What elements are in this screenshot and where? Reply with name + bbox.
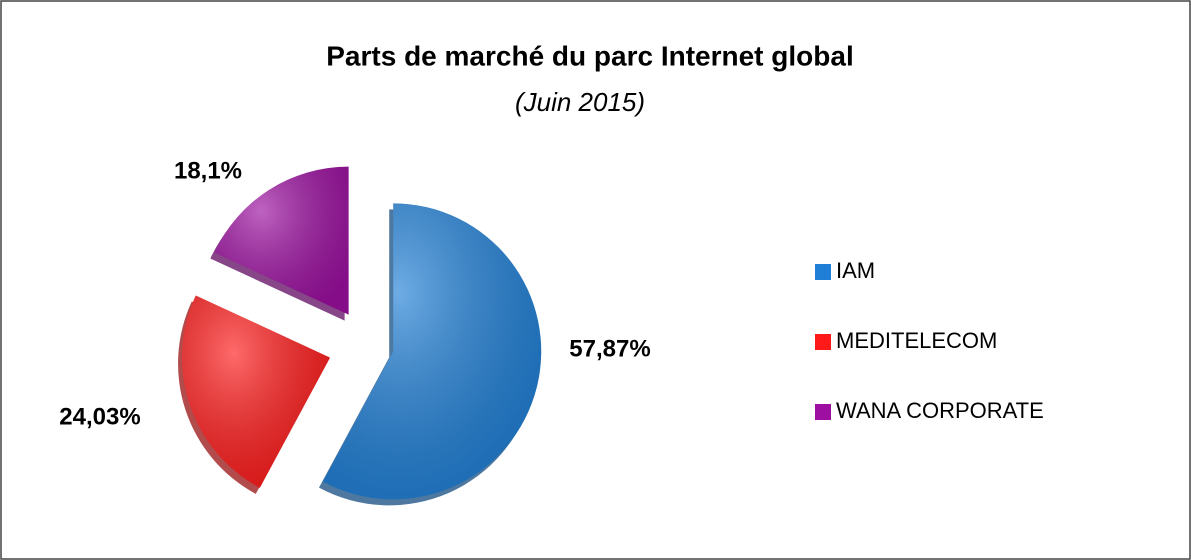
- data-label: 57,87%: [569, 335, 650, 362]
- data-label: 24,03%: [59, 403, 140, 430]
- legend-label: WANA CORPORATE: [836, 398, 1044, 423]
- slice-shade: [182, 295, 331, 488]
- data-label: 18,1%: [174, 157, 242, 184]
- legend-swatch: [815, 334, 831, 350]
- legend-swatch: [815, 264, 831, 280]
- chart-title: Parts de marché du parc Internet global: [326, 40, 853, 71]
- slice-shade: [322, 203, 542, 500]
- legend-swatch: [815, 404, 831, 420]
- chart-subtitle: (Juin 2015): [515, 87, 645, 117]
- legend-label: MEDITELECOM: [836, 328, 997, 353]
- legend-label: IAM: [836, 258, 875, 283]
- slice-shade: [214, 166, 349, 315]
